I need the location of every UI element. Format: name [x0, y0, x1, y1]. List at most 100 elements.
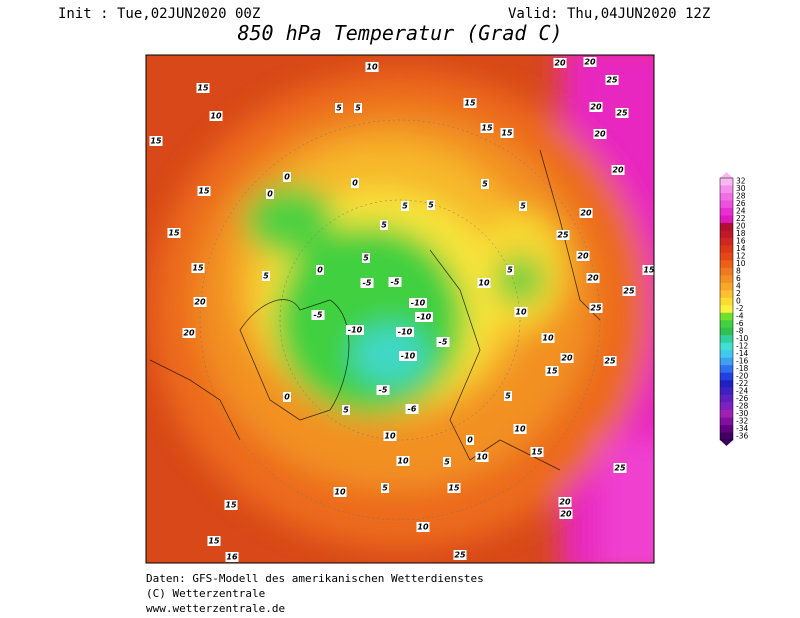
- contour-label-box: [427, 200, 435, 210]
- colorbar-label: -22: [736, 379, 748, 388]
- contour-label-box: [342, 405, 350, 415]
- contour-label-box: [207, 536, 221, 546]
- colorbar-label: -12: [736, 341, 748, 350]
- contour-label-box: [376, 385, 390, 395]
- colorbar-label: -34: [736, 424, 748, 433]
- colorbar-swatch: [720, 185, 733, 194]
- colorbar-swatch: [720, 357, 733, 366]
- contour-label: 15: [546, 367, 558, 376]
- colorbar-label: 2: [736, 289, 741, 298]
- contour-label: 15: [481, 124, 493, 133]
- contour-label: 20: [612, 166, 624, 175]
- colorbar-label: -10: [736, 334, 748, 343]
- contour-label: 20: [560, 510, 572, 519]
- init-time: Init : Tue,02JUN2020 00Z: [58, 6, 260, 22]
- contour-label: 20: [590, 103, 602, 112]
- contour-label: -5: [391, 278, 400, 287]
- contour-label-box: [481, 179, 489, 189]
- contour-label: 20: [561, 354, 573, 363]
- contour-label-box: [519, 201, 527, 211]
- contour-label: 20: [580, 209, 592, 218]
- contour-label: 5: [336, 104, 342, 113]
- contour-label-box: [603, 356, 617, 366]
- colorbar-swatch: [720, 387, 733, 396]
- contour-label: 20: [577, 252, 589, 261]
- contour-label-box: [553, 58, 567, 68]
- contour-label: 20: [194, 298, 206, 307]
- contour-label: -5: [314, 311, 323, 320]
- colorbar-label: -30: [736, 409, 748, 418]
- contour-label-box: [335, 103, 343, 113]
- contour-label: 5: [363, 254, 369, 263]
- contour-label-box: [381, 483, 389, 493]
- contour-label: -10: [411, 299, 426, 308]
- contour-label: 5: [444, 458, 450, 467]
- contour-label-box: [436, 337, 450, 347]
- contour-label-box: [576, 251, 590, 261]
- contour-label: 15: [531, 448, 543, 457]
- colorbar-swatch: [720, 290, 733, 299]
- contour-label-box: [477, 278, 491, 288]
- colorbar-frame: [719, 177, 734, 441]
- contour-label: 20: [183, 329, 195, 338]
- colorbar-end: [720, 172, 733, 178]
- colorbar-end: [720, 440, 733, 446]
- contour-label-box: [466, 435, 474, 445]
- contour-label: 10: [476, 453, 488, 462]
- contour-label-box: [559, 509, 573, 519]
- contour-label-box: [283, 392, 291, 402]
- contour-label-box: [401, 201, 409, 211]
- contour-label: 15: [448, 484, 460, 493]
- colorbar-label: 32: [736, 177, 746, 186]
- contour-label-box: [514, 307, 528, 317]
- colorbar-swatch: [720, 365, 733, 373]
- contour-label-box: [589, 303, 603, 313]
- colorbar-swatch: [720, 372, 733, 381]
- contour-label-box: [480, 123, 494, 133]
- contour-label: 15: [208, 537, 220, 546]
- contour-label: 15: [192, 264, 204, 273]
- colorbar: 32302826242220181614121086420-2-4-6-8-10…: [719, 172, 748, 446]
- contour-label: 10: [478, 279, 490, 288]
- colorbar-swatch: [720, 380, 733, 388]
- contour-label: 25: [590, 304, 602, 313]
- colorbar-label: 14: [736, 244, 746, 253]
- colorbar-swatch: [720, 200, 733, 209]
- contour-label: 20: [554, 59, 566, 68]
- contour-label: 5: [402, 202, 408, 211]
- contour-label-box: [589, 102, 603, 112]
- contour-label-box: [556, 230, 570, 240]
- contour-label: -5: [379, 386, 388, 395]
- contour-label: 25: [604, 357, 616, 366]
- colorbar-swatch: [720, 260, 733, 269]
- map-title: 850 hPa Temperatur (Grad C): [237, 21, 562, 45]
- colorbar-swatch: [720, 432, 733, 441]
- contour-label: 5: [505, 392, 511, 401]
- colorbar-swatch: [720, 395, 733, 403]
- contour-label: 15: [150, 137, 162, 146]
- contour-label-box: [266, 189, 274, 199]
- contour-label-box: [224, 500, 238, 510]
- contour-label: 10: [514, 425, 526, 434]
- contour-label-box: [149, 136, 163, 146]
- colorbar-swatch: [720, 215, 733, 224]
- contour-label-box: [453, 550, 467, 560]
- contour-label-box: [500, 128, 514, 138]
- contour-label: 15: [168, 229, 180, 238]
- colorbar-swatch: [720, 327, 733, 336]
- contour-label-box: [615, 108, 629, 118]
- colorbar-label: 12: [736, 252, 746, 261]
- contour-label: 20: [587, 274, 599, 283]
- colorbar-label: -28: [736, 401, 748, 410]
- contour-label: 25: [623, 287, 635, 296]
- contour-label-box: [316, 265, 324, 275]
- contour-label: 25: [454, 551, 466, 560]
- contour-label-box: [396, 456, 410, 466]
- contour-label-box: [530, 447, 544, 457]
- valid-time: Valid: Thu,04JUN2020 12Z: [508, 6, 710, 22]
- url: www.wetterzentrale.de: [146, 602, 285, 615]
- colorbar-label: -14: [736, 349, 748, 358]
- contour-label-box: [399, 351, 417, 361]
- contour-label-box: [642, 265, 654, 275]
